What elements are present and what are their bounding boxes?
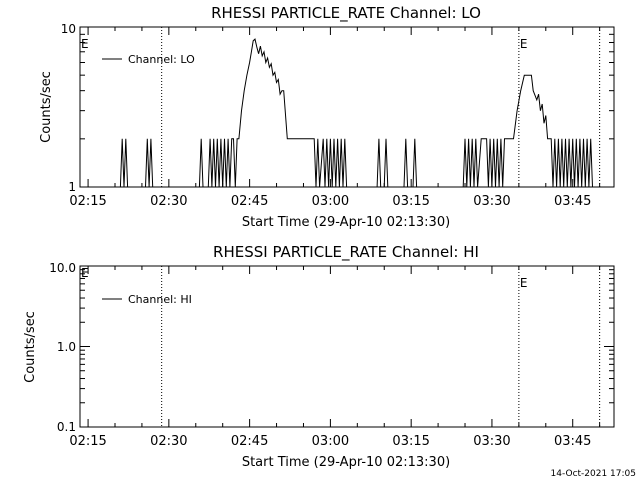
- hi-xtick-label: 03:45: [554, 434, 591, 449]
- hi-xtick-label: 03:15: [392, 434, 429, 449]
- lo-edge-label: E: [81, 37, 89, 51]
- lo-series-line: [119, 38, 593, 188]
- lo-title: RHESSI PARTICLE_RATE Channel: LO: [211, 4, 481, 23]
- lo-legend-label: Channel: LO: [128, 53, 195, 66]
- hi-ytick-label: 1.0: [57, 340, 76, 354]
- lo-dynamic-layer: 02:15 02:30 02:45 03:00 03:15 03:30 03:45 E: [69, 26, 614, 209]
- hi-xtick-label: 03:00: [312, 434, 349, 449]
- hi-plot-frame: [79, 265, 615, 428]
- hi-edge-label: E: [81, 266, 89, 280]
- hi-dynamic-layer: 02:15 02:30 02:45 03:00 03:15 03:30 03:45 E: [69, 265, 614, 449]
- lo-ylabel: Counts/sec: [39, 71, 54, 143]
- hi-xtick-label: 02:30: [150, 434, 187, 449]
- hi-ytick-label: 10.0: [49, 261, 76, 275]
- hi-ytick-label: 0.1: [57, 420, 76, 434]
- hi-xtick-label: 02:15: [69, 434, 106, 449]
- lo-marker-label: E: [520, 37, 528, 51]
- lo-xtick-label: 03:30: [473, 194, 510, 209]
- hi-panel: RHESSI PARTICLE_RATE Channel: HI Counts/…: [23, 243, 615, 470]
- lo-xlabel: Start Time (29-Apr-10 02:13:30): [242, 215, 450, 230]
- lo-xtick-label: 02:45: [231, 194, 268, 209]
- lo-ytick-label: 1: [68, 180, 76, 194]
- hi-xtick-label: 03:30: [473, 434, 510, 449]
- hi-xtick-label: 02:45: [231, 434, 268, 449]
- lo-xtick-label: 03:15: [392, 194, 429, 209]
- lo-xtick-label: 02:30: [150, 194, 187, 209]
- hi-xlabel: Start Time (29-Apr-10 02:13:30): [242, 455, 450, 470]
- hi-title: RHESSI PARTICLE_RATE Channel: HI: [213, 243, 479, 262]
- lo-xtick-label: 03:00: [312, 194, 349, 209]
- footer-timestamp: 14-Oct-2021 17:05: [551, 469, 636, 479]
- lo-xtick-label: 03:45: [554, 194, 591, 209]
- hi-marker-label: E: [520, 276, 528, 290]
- lo-plot-frame: [79, 26, 615, 188]
- lo-xtick-label: 02:15: [69, 194, 106, 209]
- lo-ytick-label: 10: [61, 22, 76, 36]
- hi-ylabel: Counts/sec: [23, 311, 38, 383]
- lo-panel: RHESSI PARTICLE_RATE Channel: LO Counts/…: [39, 4, 615, 230]
- hi-legend-label: Channel: HI: [128, 293, 192, 306]
